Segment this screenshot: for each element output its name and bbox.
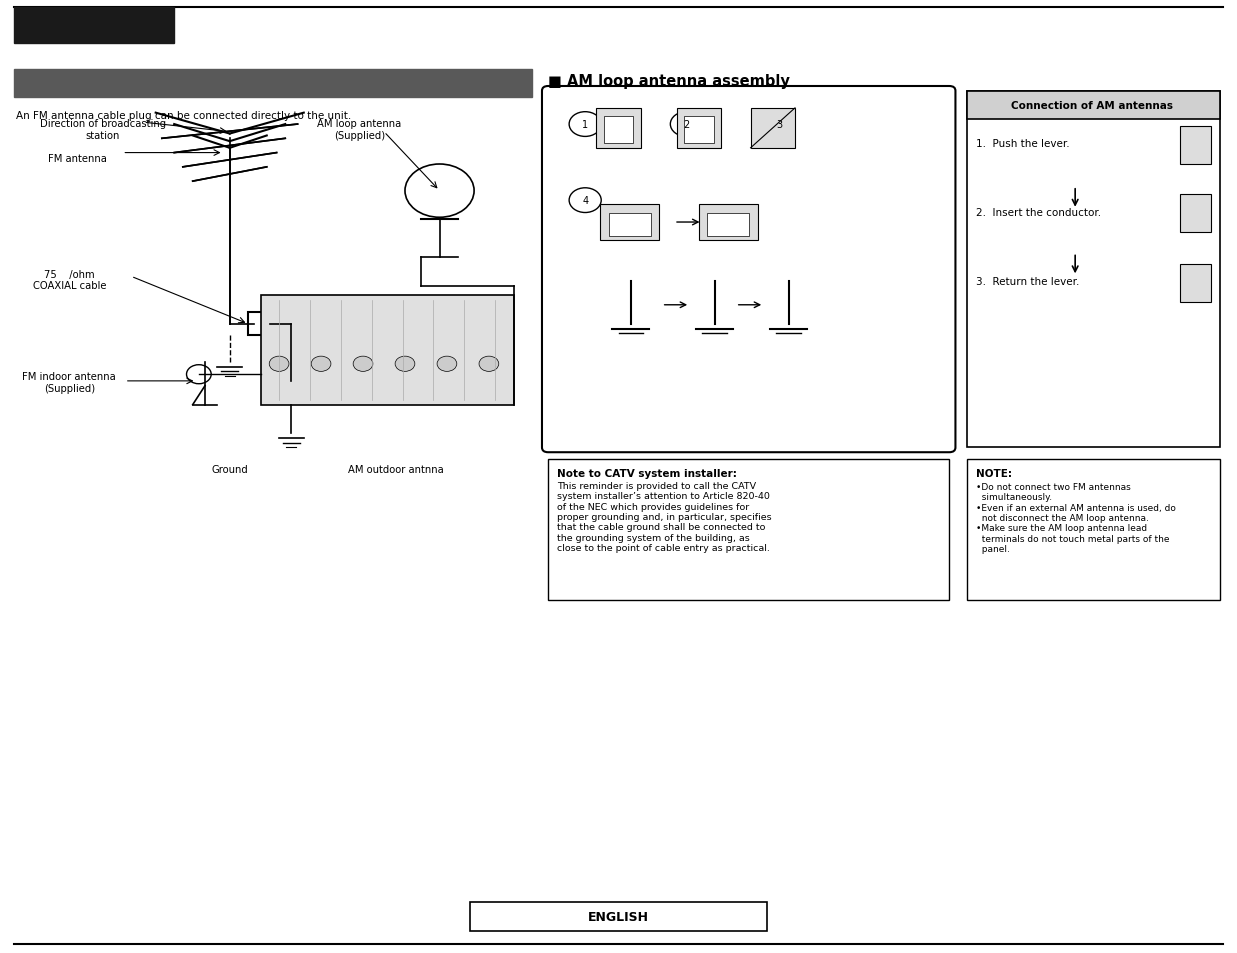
Text: Ground: Ground (212, 464, 249, 475)
Bar (604, 117, 633, 144)
Text: FM indoor antenna
(Supplied): FM indoor antenna (Supplied) (22, 372, 116, 394)
Bar (596, 109, 641, 149)
Bar (14, 70, 532, 98)
Text: An FM antenna cable plug can be connected directly to the unit.: An FM antenna cable plug can be connecte… (16, 111, 351, 121)
Circle shape (270, 356, 289, 372)
Text: This reminder is provided to call the CATV
system installer’s attention to Artic: This reminder is provided to call the CA… (557, 481, 772, 553)
Bar (600, 205, 659, 241)
Text: ENGLISH: ENGLISH (588, 910, 649, 923)
Bar (677, 109, 721, 149)
Text: ■ AM loop antenna assembly: ■ AM loop antenna assembly (548, 73, 790, 89)
Bar (966, 91, 1220, 120)
Circle shape (353, 356, 372, 372)
Bar (14, 8, 174, 44)
Text: 75    /ohm
COAXIAL cable: 75 /ohm COAXIAL cable (32, 270, 106, 291)
Text: 3: 3 (776, 120, 782, 130)
Text: 1.  Push the lever.: 1. Push the lever. (976, 139, 1070, 149)
Bar (1180, 265, 1211, 303)
Circle shape (395, 356, 414, 372)
Bar (708, 213, 750, 237)
Text: Connecting the antenna terminals: Connecting the antenna terminals (24, 77, 278, 91)
Text: 1: 1 (583, 120, 589, 130)
Circle shape (479, 356, 499, 372)
Text: •Do not connect two FM antennas
  simultaneously.
•Even if an external AM antenn: •Do not connect two FM antennas simultan… (976, 482, 1176, 554)
Bar (699, 205, 758, 241)
Text: Note to CATV system installer:: Note to CATV system installer: (557, 469, 737, 479)
Bar (966, 459, 1220, 600)
Text: AM loop antenna
(Supplied): AM loop antenna (Supplied) (317, 119, 402, 141)
Bar (261, 296, 513, 405)
Bar (751, 109, 795, 149)
Text: ENGLISH: ENGLISH (20, 19, 94, 33)
Bar (548, 459, 949, 600)
Bar (684, 117, 714, 144)
Circle shape (312, 356, 332, 372)
Bar (966, 91, 1220, 448)
Text: 3.  Return the lever.: 3. Return the lever. (976, 276, 1080, 287)
Bar (609, 213, 651, 237)
Text: NOTE:: NOTE: (976, 469, 1012, 479)
Text: AM outdoor antnna: AM outdoor antnna (349, 464, 444, 475)
Bar (470, 902, 767, 931)
FancyBboxPatch shape (542, 87, 955, 453)
Text: 4: 4 (583, 196, 589, 206)
Text: 2.  Insert the conductor.: 2. Insert the conductor. (976, 208, 1102, 217)
Bar (249, 314, 271, 335)
Text: 2: 2 (683, 120, 689, 130)
Circle shape (437, 356, 456, 372)
Text: Direction of broadcasting
station: Direction of broadcasting station (40, 119, 166, 141)
Text: Connection of AM antennas: Connection of AM antennas (1012, 101, 1174, 111)
Text: FM antenna: FM antenna (48, 153, 108, 163)
Bar (1180, 195, 1211, 233)
Bar (1180, 127, 1211, 165)
